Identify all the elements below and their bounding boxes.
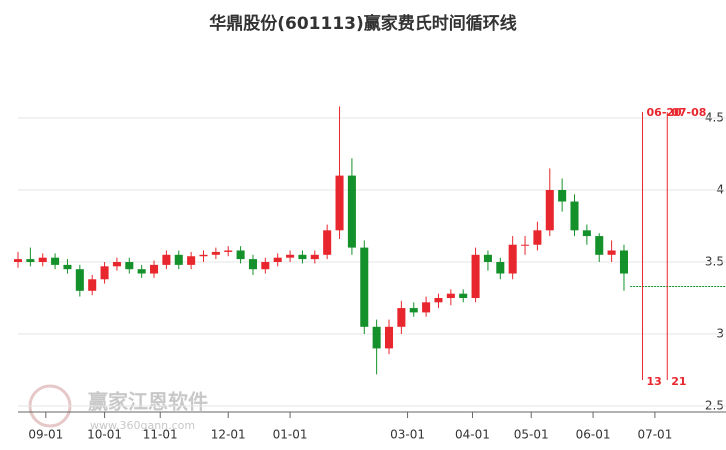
candle-body [397,308,406,327]
x-tick-label: 07-01 [637,428,672,442]
candle-body [582,230,591,237]
candle-body [570,201,579,231]
x-tick-label: 06-01 [576,428,611,442]
candle-body [88,279,97,291]
candle-body [174,254,183,265]
candle-body [483,254,492,262]
candle-body [558,190,567,202]
candle-body [150,264,159,274]
candle-body [372,326,381,349]
x-tick-label: 01-01 [273,428,308,442]
cycle-count-label: 21 [671,375,686,388]
watermark-url: www.360gann.com [90,419,195,432]
chart-title: 华鼎股份(601113)赢家费氏时间循环线 [209,13,517,34]
candle-body [459,293,468,298]
candle-body [224,250,233,252]
candle-body [384,326,394,349]
x-tick-label: 11-01 [143,428,178,442]
candle-body [13,259,23,262]
x-tick-label: 04-01 [455,428,490,442]
candle-body [521,244,530,246]
candle-body [422,302,431,313]
candle-body [471,254,480,298]
candle-body [162,254,171,265]
candle-body [310,254,319,260]
candle-body [273,257,282,262]
candle-body [533,230,542,245]
candle-body [323,230,332,255]
candle-body [112,262,121,267]
candle-body [298,254,307,260]
candle-body [607,250,616,255]
candle-body [211,251,220,255]
candle-body [199,254,208,257]
candle-body [409,308,418,313]
candle-body [187,256,196,265]
cycle-date-label: 07-08 [671,106,706,119]
cycle-count-label: 13 [647,375,662,388]
x-tick-label: 03-01 [390,428,425,442]
candle-body [137,269,146,274]
candle-body [434,298,443,303]
candle-body [75,269,84,291]
x-tick-label: 12-01 [211,428,246,442]
candle-body [100,266,109,280]
candle-body [347,175,356,248]
x-tick-label: 05-01 [514,428,549,442]
x-tick-label: 09-01 [28,428,63,442]
candle-body [446,293,455,298]
x-tick-label: 10-01 [87,428,122,442]
candle-body [545,190,554,231]
candle-body [236,250,245,260]
candle-body [335,175,344,231]
candle-body [619,250,628,274]
watermark: 赢家江恩软件 [88,390,208,414]
candle-body [508,244,517,274]
candle-body [63,264,72,270]
candle-body [496,262,505,274]
candle-body [360,247,369,327]
candle-body [26,259,35,262]
candle-body [595,236,604,255]
candle-body [38,257,47,262]
candle-body [125,262,134,270]
candle-body [286,254,295,258]
candle-body [261,262,270,270]
candle-body [51,257,60,265]
cycle-date-label: 06-20 [647,106,683,119]
candle-body [248,259,257,270]
